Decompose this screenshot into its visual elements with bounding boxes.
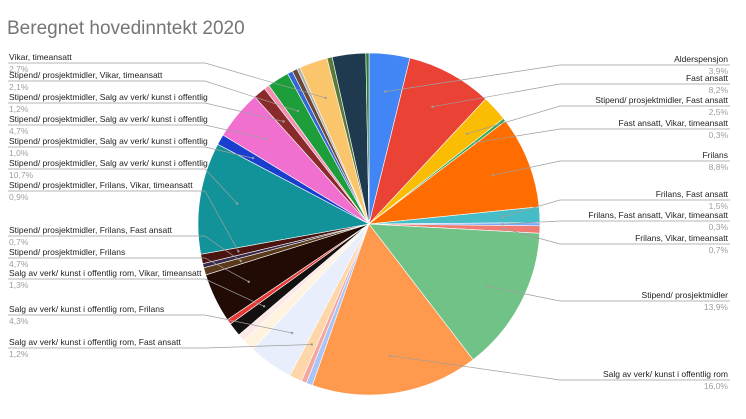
slice-label-6: Frilans, Fast ansatt, Vikar, timeansatt [588, 210, 728, 220]
leader-line-9 [389, 355, 730, 381]
leader-line-18 [8, 257, 249, 283]
leader-dot-9 [388, 354, 392, 357]
slice-value-label-31: 2,7% [9, 64, 29, 74]
slice-label-31: Vikar, timeansatt [9, 52, 72, 62]
slice-label-12: Salg av verk/ kunst i offentlig rom, Fas… [9, 337, 181, 347]
leader-dot-13 [290, 331, 294, 335]
leader-dot-3 [473, 141, 476, 144]
slice-value-label-2: 2,5% [709, 107, 729, 117]
leader-dot-22 [236, 202, 239, 205]
leader-dot-2 [466, 132, 469, 135]
slice-label-1: Fast ansatt [686, 73, 729, 83]
leader-line-12 [8, 344, 312, 349]
leader-line-7 [502, 227, 730, 245]
slice-label-13: Salg av verk/ kunst i offentlig rom, Fri… [9, 304, 164, 314]
slice-label-3: Fast ansatt, Vikar, timeansatt [619, 118, 729, 128]
leader-line-21 [8, 190, 239, 252]
leader-line-16 [8, 278, 265, 307]
slice-label-18: Stipend/ prosjektmidler, Frilans [9, 247, 125, 257]
leader-dot-0 [383, 90, 387, 93]
leader-line-13 [8, 314, 293, 334]
leader-dot-24 [265, 137, 268, 140]
leader-dot-12 [310, 343, 313, 346]
slice-label-8: Stipend/ prosjektmidler [642, 290, 729, 300]
pie-slice-stipend-prosjektmidler-salg-av-verk-kunst-i-offentlig-22 [197, 143, 370, 255]
leader-line-8 [486, 285, 730, 302]
slice-label-27: Stipend/ prosjektmidler, Vikar, timeansa… [9, 70, 163, 80]
leader-dot-1 [431, 105, 434, 108]
pie-slice-unlabeled-34 [365, 52, 370, 225]
leader-dot-31 [324, 96, 327, 100]
leader-line-19 [8, 235, 241, 262]
chart-title: Beregnet hovedinntekt 2020 [7, 18, 245, 39]
slice-label-9: Salg av verk/ kunst i offentlig rom [603, 369, 728, 379]
slice-value-label-16: 1,3% [9, 280, 29, 290]
leader-dot-7 [501, 227, 504, 230]
leader-line-2 [467, 105, 730, 135]
leader-line-4 [493, 160, 730, 176]
slice-value-label-6: 0,3% [709, 222, 729, 232]
slice-value-label-27: 2,1% [9, 82, 29, 92]
pie-slice-frilans-4 [367, 120, 540, 225]
leader-line-31 [8, 62, 326, 99]
slice-label-25: Stipend/ prosjektmidler, Salg av verk/ k… [9, 92, 208, 102]
leader-dot-18 [247, 280, 250, 283]
leader-dot-6 [501, 223, 504, 226]
slice-value-label-7: 0,7% [709, 245, 729, 255]
leader-dot-8 [485, 285, 489, 288]
slice-value-label-4: 8,8% [709, 162, 729, 172]
leader-dot-19 [239, 259, 242, 263]
slice-value-label-9: 16,0% [704, 381, 729, 391]
leader-line-27 [8, 80, 299, 112]
slice-value-label-13: 4,3% [9, 316, 29, 326]
slice-label-21: Stipend/ prosjektmidler, Frilans, Vikar,… [9, 180, 193, 190]
slice-label-22: Stipend/ prosjektmidler, Salg av verk/ k… [9, 158, 208, 168]
leader-line-1 [432, 83, 730, 108]
slice-label-5: Frilans, Fast ansatt [656, 189, 729, 199]
leader-dot-27 [296, 109, 300, 113]
slice-value-label-25: 1,2% [9, 104, 29, 114]
slice-value-label-24: 4,7% [9, 126, 29, 136]
leader-dot-21 [237, 250, 240, 253]
leader-line-23 [8, 146, 254, 159]
leader-dot-23 [251, 156, 255, 160]
leader-dot-16 [262, 305, 266, 308]
pie-slice-stipend-prosjektmidler-8 [368, 223, 541, 361]
slice-value-label-3: 0,3% [709, 130, 729, 140]
slice-value-label-18: 4,7% [9, 259, 29, 269]
slice-label-16: Salg av verk/ kunst i offentlig rom, Vik… [9, 268, 202, 278]
slice-value-label-0: 3,9% [709, 66, 729, 76]
leader-line-25 [8, 102, 284, 122]
leader-line-5 [502, 199, 730, 218]
slice-value-label-5: 1,5% [709, 201, 729, 211]
leader-dot-25 [282, 120, 285, 123]
slice-value-label-1: 8,2% [709, 85, 729, 95]
leader-dot-5 [501, 215, 504, 218]
slice-value-label-22: 10,7% [9, 170, 34, 180]
slice-value-label-12: 1,2% [9, 349, 29, 359]
leader-line-3 [474, 128, 730, 144]
slice-value-label-23: 1,0% [9, 148, 29, 158]
slice-label-23: Stipend/ prosjektmidler, Salg av verk/ k… [9, 136, 208, 146]
slice-value-label-8: 13,9% [704, 302, 729, 312]
slice-label-4: Frilans [702, 150, 728, 160]
slice-label-7: Frilans, Vikar, timeansatt [635, 233, 729, 243]
pie-slice-salg-av-verk-kunst-i-offentlig-rom-9 [311, 223, 474, 396]
slice-label-0: Alderspensjon [674, 54, 728, 64]
slice-label-2: Stipend/ prosjektmidler, Fast ansatt [595, 95, 728, 105]
leader-line-0 [385, 64, 730, 92]
slice-value-label-19: 0,7% [9, 237, 29, 247]
slice-label-24: Stipend/ prosjektmidler, Salg av verk/ k… [9, 114, 208, 124]
leader-line-6 [502, 220, 730, 225]
leader-line-22 [8, 168, 238, 204]
leader-dot-4 [492, 174, 495, 177]
slice-value-label-21: 0,9% [9, 192, 29, 202]
slice-label-19: Stipend/ prosjektmidler, Frilans, Fast a… [9, 225, 173, 235]
leader-line-24 [8, 124, 267, 140]
